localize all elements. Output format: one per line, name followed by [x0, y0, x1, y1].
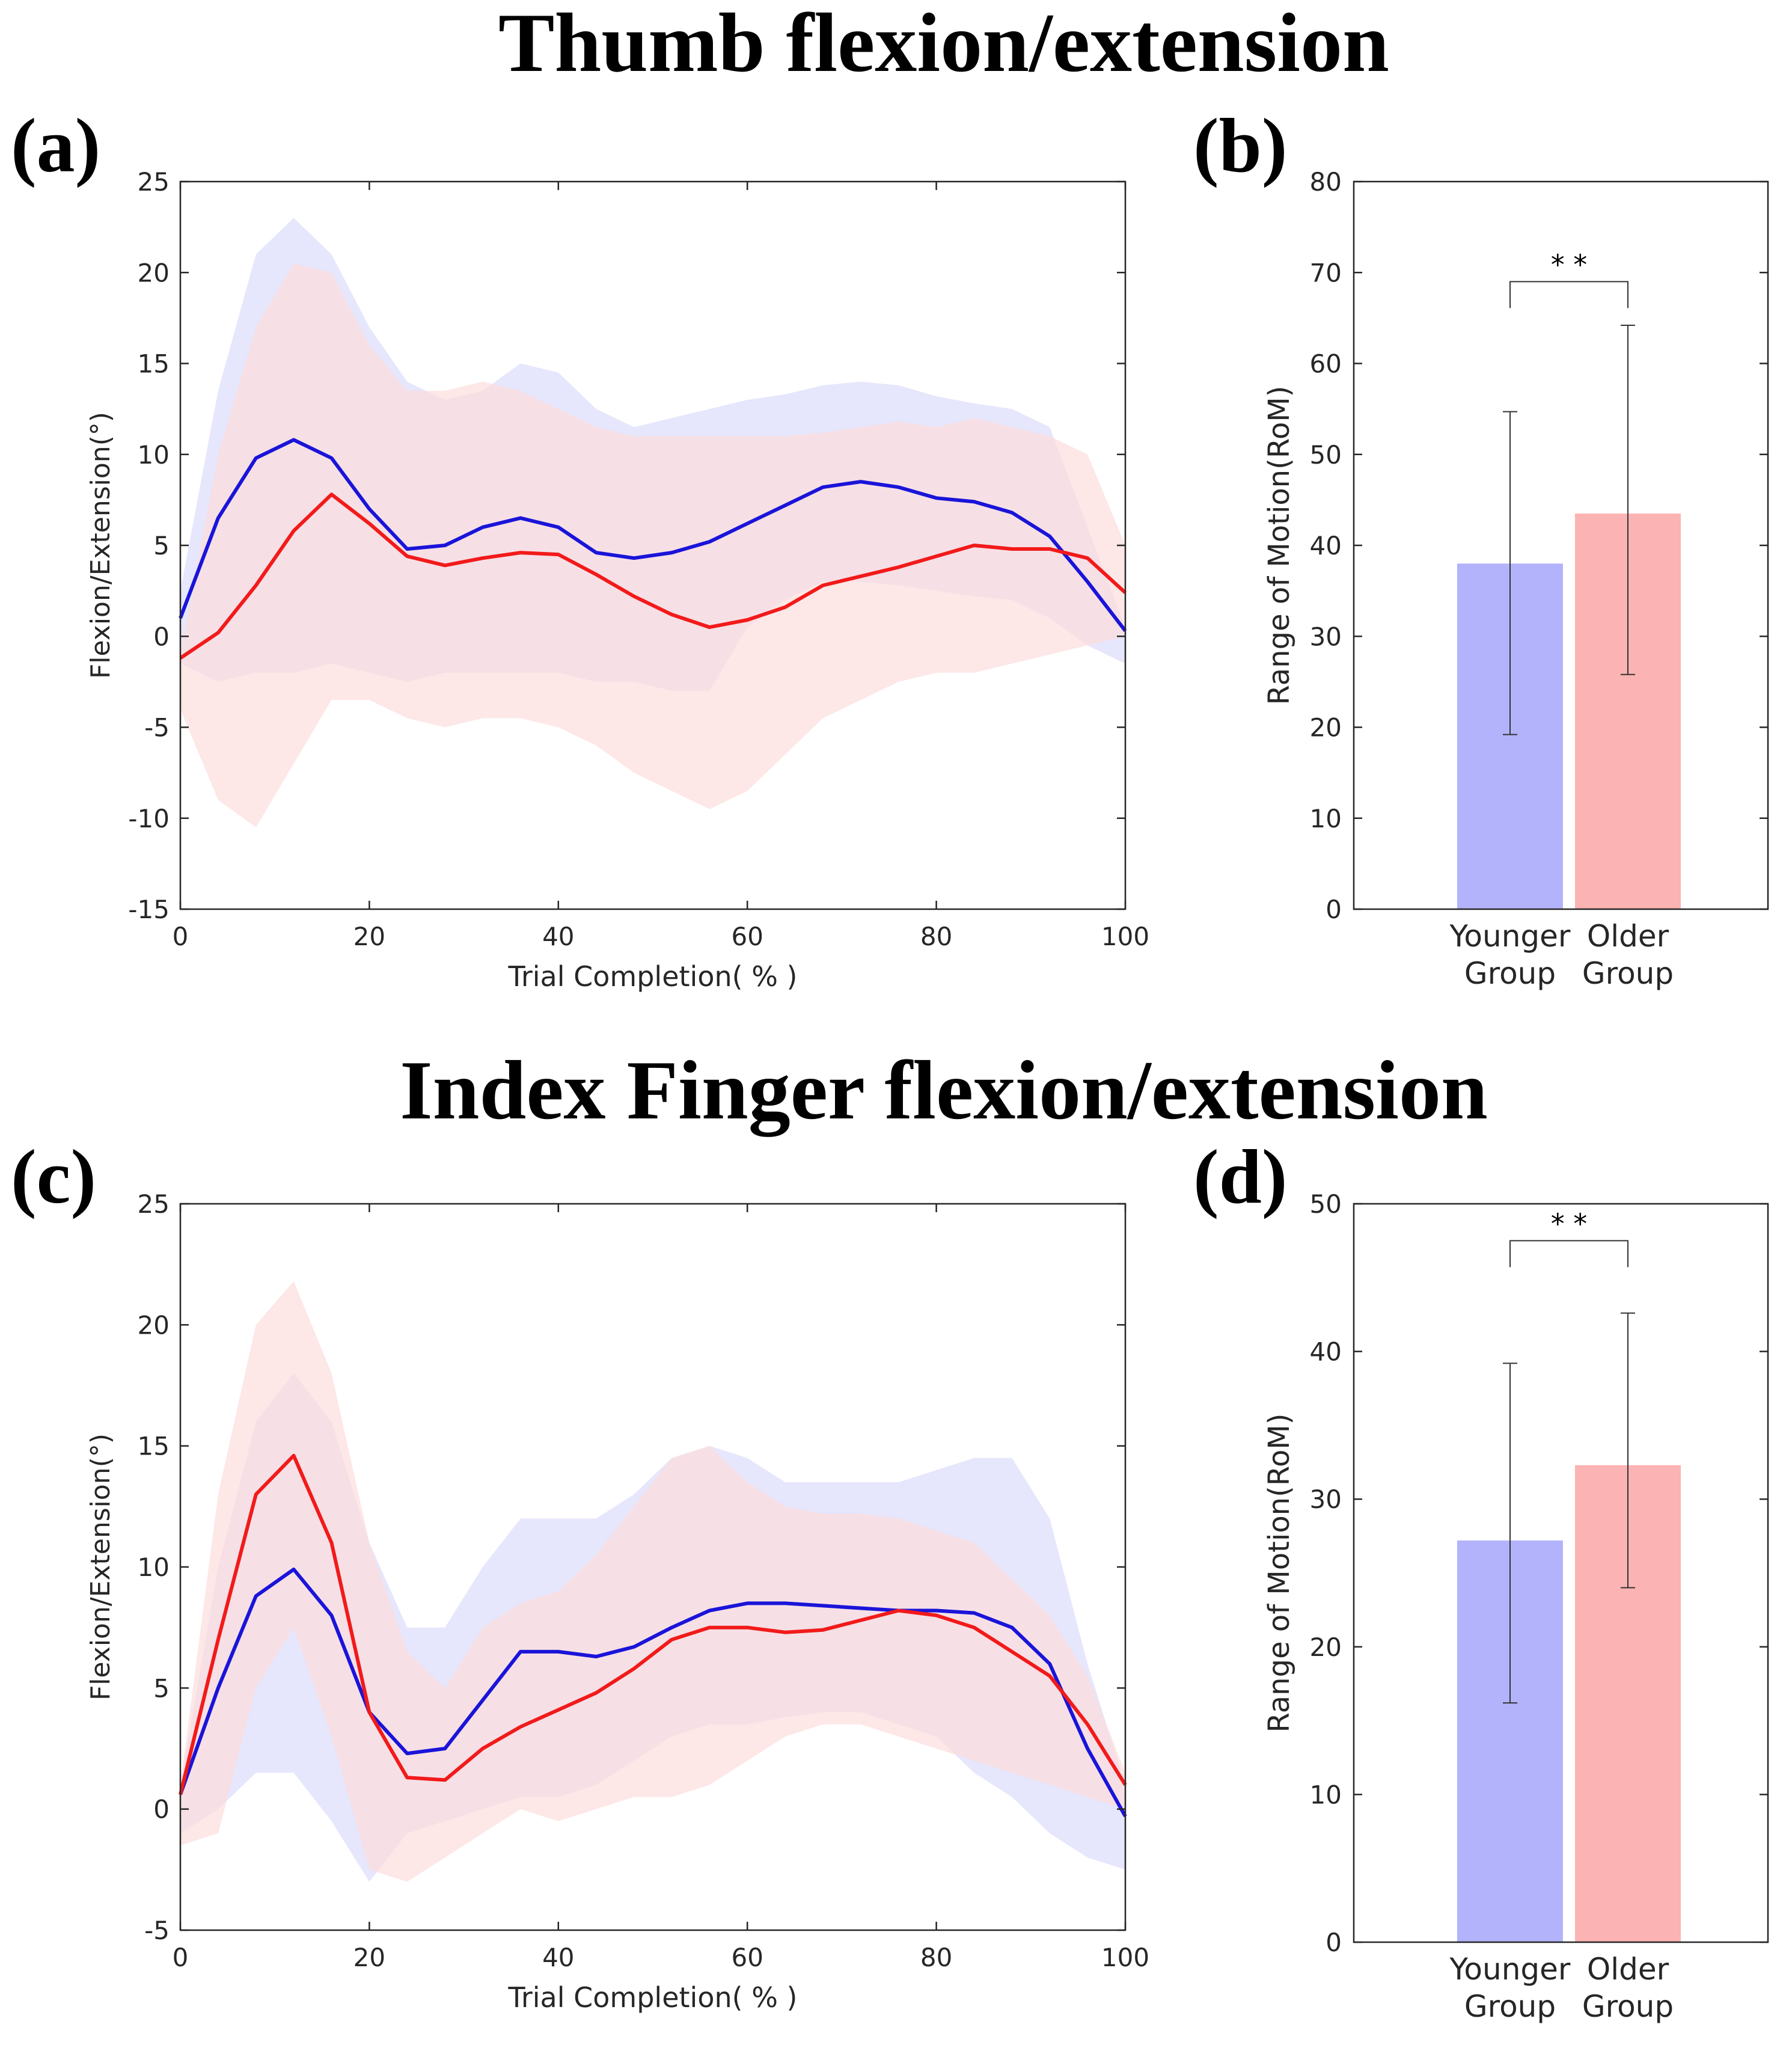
category-label: Group [1464, 1989, 1556, 2024]
panel-label: (a) [11, 103, 100, 188]
y-axis-label: Flexion/Extension(°) [85, 1433, 116, 1700]
sd-band-older [180, 1281, 1125, 1882]
y-tick-label: -5 [144, 1916, 170, 1945]
y-tick-label: 10 [1310, 1780, 1342, 1809]
category-label: Younger [1449, 919, 1571, 954]
x-tick-label: 0 [173, 1943, 189, 1972]
y-tick-label: 10 [138, 1553, 170, 1582]
panel-d-index-bar-chart: * *01020304050YoungerGroupOlderGroupRang… [1193, 1134, 1769, 2024]
x-tick-label: 20 [353, 1943, 385, 1972]
x-tick-label: 60 [731, 922, 763, 951]
x-tick-label: 80 [920, 1943, 952, 1972]
y-tick-label: 40 [1310, 531, 1342, 560]
x-axis-label: Trial Completion( % ) [508, 1981, 798, 2014]
significance-bracket [1509, 281, 1628, 308]
significance-bracket [1509, 1240, 1628, 1268]
y-axis-label: Range of Motion(RoM) [1262, 1413, 1296, 1732]
y-tick-label: 25 [138, 167, 170, 197]
y-tick-label: 20 [138, 1310, 170, 1340]
y-tick-label: 15 [138, 349, 170, 379]
y-tick-label: 10 [1310, 804, 1342, 833]
section-title-index: Index Finger flexion/extension [400, 1044, 1488, 1137]
y-tick-label: 10 [138, 440, 170, 470]
panel-label: (d) [1193, 1134, 1287, 1219]
x-tick-label: 0 [173, 922, 189, 951]
y-tick-label: -15 [128, 895, 170, 924]
y-tick-label: 70 [1310, 258, 1342, 287]
mean-line-younger [179, 1568, 1127, 1818]
y-tick-label: 30 [1310, 1485, 1342, 1514]
sd-band-older [180, 263, 1125, 827]
y-tick-label: -10 [128, 804, 170, 833]
category-label: Group [1464, 956, 1556, 991]
y-tick-label: 0 [1326, 895, 1342, 924]
axes-box [1353, 1203, 1769, 1943]
panel-label: (c) [11, 1134, 96, 1219]
category-label: Group [1582, 1989, 1674, 2024]
x-tick-label: 100 [1101, 1943, 1149, 1972]
y-tick-label: 20 [1310, 1633, 1342, 1662]
y-tick-label: 40 [1310, 1337, 1342, 1367]
y-tick-label: 50 [1310, 440, 1342, 470]
category-label: Younger [1449, 1952, 1571, 1987]
significance-marker: * * [1551, 1207, 1588, 1240]
y-axis-label: Range of Motion(RoM) [1262, 385, 1296, 705]
category-label: Older [1587, 1952, 1669, 1987]
x-tick-label: 100 [1101, 922, 1149, 951]
y-tick-label: 5 [153, 1673, 170, 1703]
section-title-thumb: Thumb flexion/extension [498, 0, 1389, 90]
y-tick-label: 30 [1310, 622, 1342, 651]
mean-line-older [179, 1453, 1127, 1795]
y-tick-label: 5 [153, 531, 170, 560]
y-axis-label: Flexion/Extension(°) [85, 412, 116, 679]
category-label: Group [1582, 956, 1674, 991]
y-tick-label: 0 [153, 1795, 170, 1824]
x-tick-label: 20 [353, 922, 385, 951]
x-axis-label: Trial Completion( % ) [508, 960, 798, 993]
panel-label: (b) [1193, 103, 1287, 188]
y-tick-label: 25 [138, 1189, 170, 1219]
mean-line-older [179, 492, 1127, 660]
y-tick-label: 20 [1310, 713, 1342, 743]
x-tick-label: 40 [542, 1943, 574, 1972]
category-label: Older [1587, 919, 1669, 954]
y-tick-label: 0 [1326, 1928, 1342, 1957]
x-tick-label: 80 [920, 922, 952, 951]
mean-line-younger [179, 438, 1127, 633]
y-tick-label: 60 [1310, 349, 1342, 379]
y-tick-label: 80 [1310, 167, 1342, 197]
y-tick-label: 20 [138, 258, 170, 287]
significance-marker: * * [1551, 248, 1588, 281]
y-tick-label: 15 [138, 1432, 170, 1461]
y-tick-label: -5 [144, 713, 170, 743]
panel-b-thumb-bar-chart: * *01020304050607080YoungerGroupOlderGro… [1193, 103, 1769, 991]
x-tick-label: 40 [542, 922, 574, 951]
panel-a-thumb-line-chart: 0 20 40 60 80 100 -15 -10 -5 0 5 10 15 20 25 Trial Comp… [11, 103, 1149, 993]
y-tick-label: 50 [1310, 1189, 1342, 1219]
x-tick-label: 60 [731, 1943, 763, 1972]
y-tick-label: 0 [153, 622, 170, 651]
